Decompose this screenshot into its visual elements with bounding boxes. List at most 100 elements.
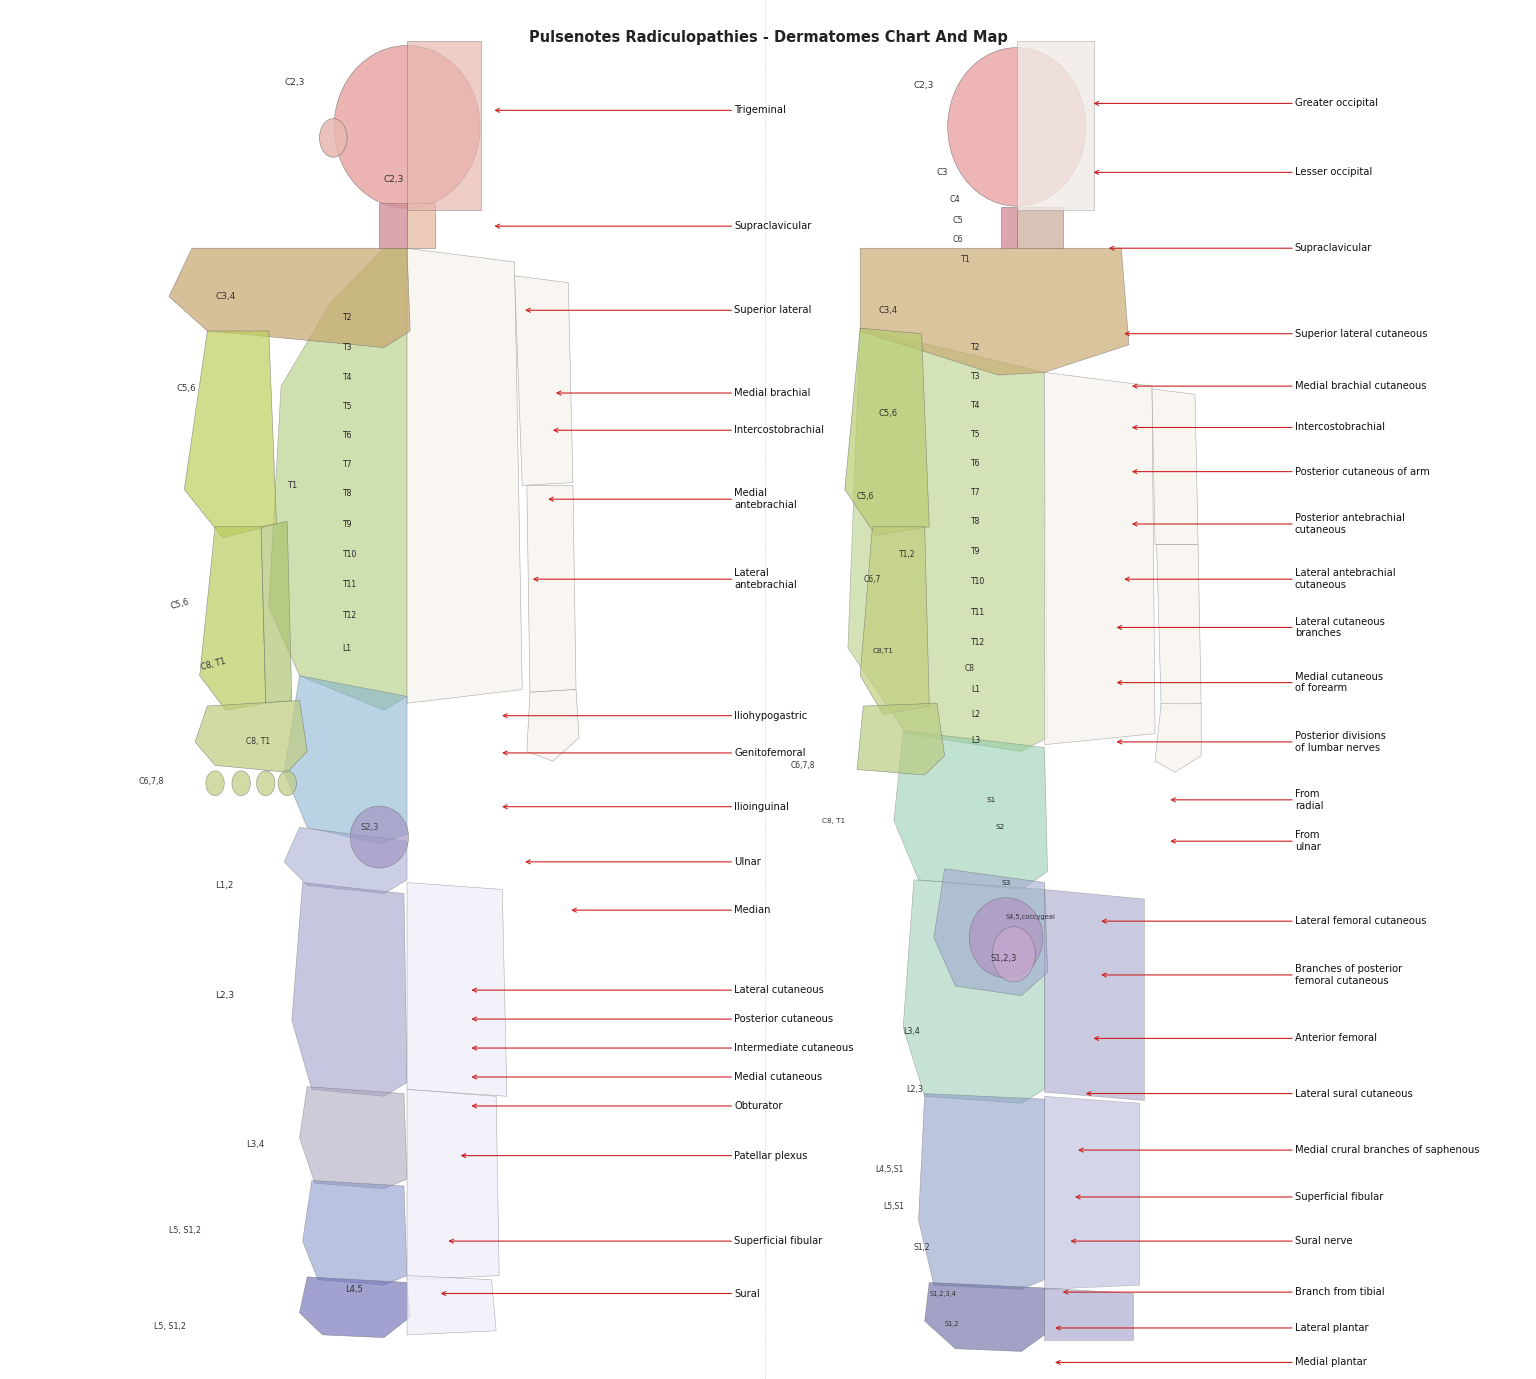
Text: Intercostobrachial: Intercostobrachial bbox=[1134, 422, 1385, 433]
Text: Lateral femoral cutaneous: Lateral femoral cutaneous bbox=[1103, 916, 1427, 927]
Text: C5,6: C5,6 bbox=[169, 597, 190, 611]
Text: Intermediate cutaneous: Intermediate cutaneous bbox=[473, 1043, 854, 1054]
Text: S2: S2 bbox=[995, 825, 1005, 830]
Text: L5,S1: L5,S1 bbox=[883, 1202, 905, 1211]
Text: L2,3: L2,3 bbox=[906, 1085, 923, 1094]
Polygon shape bbox=[925, 1282, 1044, 1351]
Polygon shape bbox=[1044, 1288, 1134, 1340]
Ellipse shape bbox=[948, 47, 1086, 205]
Polygon shape bbox=[407, 1089, 499, 1280]
Text: C6: C6 bbox=[952, 236, 963, 244]
Text: C5,6: C5,6 bbox=[177, 385, 197, 393]
Text: Anterior femoral: Anterior femoral bbox=[1095, 1033, 1376, 1044]
Ellipse shape bbox=[350, 805, 409, 869]
Text: Patellar plexus: Patellar plexus bbox=[462, 1150, 808, 1161]
Polygon shape bbox=[1152, 389, 1198, 545]
Polygon shape bbox=[919, 1094, 1044, 1289]
Polygon shape bbox=[1001, 207, 1017, 248]
Text: T9: T9 bbox=[971, 547, 980, 556]
Polygon shape bbox=[1157, 545, 1201, 709]
Text: T12: T12 bbox=[971, 638, 985, 647]
Polygon shape bbox=[1044, 372, 1155, 745]
Text: Iliohypogastric: Iliohypogastric bbox=[504, 710, 808, 721]
Text: Branches of posterior
femoral cutaneous: Branches of posterior femoral cutaneous bbox=[1103, 964, 1402, 986]
Text: C6,7,8: C6,7,8 bbox=[791, 761, 816, 769]
Polygon shape bbox=[848, 328, 1048, 752]
Polygon shape bbox=[527, 690, 579, 761]
Polygon shape bbox=[303, 1180, 407, 1285]
Text: T8: T8 bbox=[343, 490, 352, 498]
Text: C2,3: C2,3 bbox=[384, 175, 404, 183]
Text: T1,2: T1,2 bbox=[899, 550, 915, 558]
Polygon shape bbox=[300, 1087, 407, 1189]
Polygon shape bbox=[407, 1276, 496, 1335]
Text: T9: T9 bbox=[343, 520, 352, 528]
Text: Posterior antebrachial
cutaneous: Posterior antebrachial cutaneous bbox=[1134, 513, 1405, 535]
Text: Medial brachial: Medial brachial bbox=[558, 387, 811, 399]
Text: C2,3: C2,3 bbox=[284, 79, 304, 87]
Text: L1: L1 bbox=[343, 644, 352, 652]
Text: T8: T8 bbox=[971, 517, 980, 525]
Text: Branch from tibial: Branch from tibial bbox=[1064, 1287, 1384, 1298]
Text: C8,T1: C8,T1 bbox=[872, 648, 894, 654]
Polygon shape bbox=[845, 328, 929, 535]
Polygon shape bbox=[261, 521, 292, 703]
Ellipse shape bbox=[319, 119, 347, 157]
Text: L1,2: L1,2 bbox=[215, 881, 233, 889]
Polygon shape bbox=[1044, 1096, 1140, 1289]
Text: Superior lateral: Superior lateral bbox=[527, 305, 811, 316]
Polygon shape bbox=[934, 869, 1048, 996]
Polygon shape bbox=[407, 41, 481, 210]
Ellipse shape bbox=[335, 46, 479, 208]
Text: T1: T1 bbox=[960, 255, 969, 263]
Polygon shape bbox=[1017, 41, 1094, 210]
Text: C5: C5 bbox=[952, 217, 963, 225]
Polygon shape bbox=[292, 883, 407, 1096]
Text: Medial cutaneous
of forearm: Medial cutaneous of forearm bbox=[1118, 672, 1382, 694]
Text: Lateral antebrachial
cutaneous: Lateral antebrachial cutaneous bbox=[1126, 568, 1396, 590]
Polygon shape bbox=[169, 248, 410, 348]
Text: L2: L2 bbox=[971, 710, 980, 718]
Polygon shape bbox=[515, 276, 573, 485]
Text: T6: T6 bbox=[971, 459, 980, 467]
Text: S1,2: S1,2 bbox=[945, 1321, 958, 1327]
Polygon shape bbox=[860, 527, 929, 714]
Text: T7: T7 bbox=[343, 461, 352, 469]
Text: S3: S3 bbox=[1001, 880, 1011, 885]
Text: L1: L1 bbox=[971, 685, 980, 694]
Polygon shape bbox=[284, 827, 407, 894]
Text: Lateral
antebrachial: Lateral antebrachial bbox=[535, 568, 797, 590]
Text: C8: C8 bbox=[965, 665, 975, 673]
Text: Sural nerve: Sural nerve bbox=[1072, 1236, 1352, 1247]
Text: C3,4: C3,4 bbox=[215, 292, 235, 301]
Text: Lateral cutaneous: Lateral cutaneous bbox=[473, 985, 825, 996]
Text: C6,7,8: C6,7,8 bbox=[138, 778, 164, 786]
Text: Sural: Sural bbox=[442, 1288, 760, 1299]
Text: S1,2,3: S1,2,3 bbox=[991, 954, 1017, 963]
Text: C2,3: C2,3 bbox=[914, 81, 934, 90]
Text: T3: T3 bbox=[343, 343, 352, 352]
Text: Medial crural branches of saphenous: Medial crural branches of saphenous bbox=[1080, 1145, 1479, 1156]
Text: T2: T2 bbox=[343, 313, 352, 321]
Text: L5, S1,2: L5, S1,2 bbox=[169, 1226, 201, 1234]
Text: Median: Median bbox=[573, 905, 771, 916]
Polygon shape bbox=[407, 248, 522, 703]
Text: Supraclavicular: Supraclavicular bbox=[496, 221, 811, 232]
Ellipse shape bbox=[278, 771, 296, 796]
Text: T5: T5 bbox=[971, 430, 980, 439]
Text: S2,3: S2,3 bbox=[361, 823, 379, 832]
Text: Posterior cutaneous: Posterior cutaneous bbox=[473, 1014, 834, 1025]
Polygon shape bbox=[407, 203, 435, 248]
Polygon shape bbox=[1017, 207, 1063, 248]
Text: Trigeminal: Trigeminal bbox=[496, 105, 786, 116]
Polygon shape bbox=[379, 203, 407, 248]
Text: L3,4: L3,4 bbox=[903, 1027, 920, 1036]
Polygon shape bbox=[184, 331, 276, 538]
Text: C4: C4 bbox=[949, 196, 960, 204]
Text: T2: T2 bbox=[971, 343, 980, 352]
Text: S1,2,3,4: S1,2,3,4 bbox=[929, 1291, 955, 1296]
Text: Lateral plantar: Lateral plantar bbox=[1057, 1322, 1369, 1333]
Ellipse shape bbox=[969, 898, 1043, 978]
Text: Posterior cutaneous of arm: Posterior cutaneous of arm bbox=[1134, 466, 1430, 477]
Text: Medial
antebrachial: Medial antebrachial bbox=[550, 488, 797, 510]
